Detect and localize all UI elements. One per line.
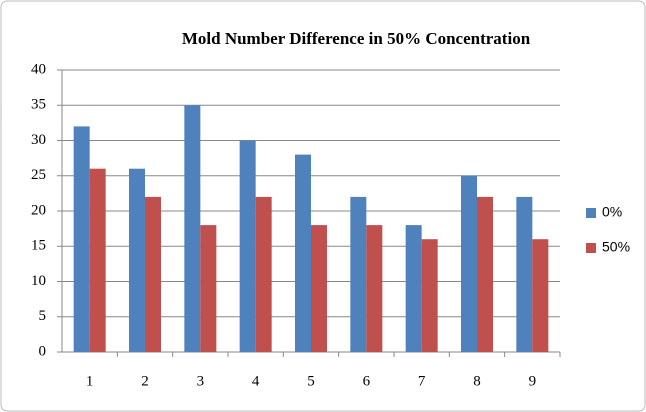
bar (239, 140, 256, 352)
bar (129, 168, 145, 352)
y-tick-label: 20 (31, 202, 46, 218)
bar (184, 105, 201, 352)
legend-label: 50% (602, 239, 630, 255)
bar (73, 126, 90, 353)
bar (532, 239, 549, 352)
legend-swatch (586, 243, 596, 253)
bar (477, 196, 493, 352)
x-tick-label: 2 (141, 373, 149, 389)
bar (421, 239, 438, 352)
y-tick-label: 15 (31, 238, 46, 254)
chart-title: Mold Number Difference in 50% Concentrat… (182, 29, 531, 48)
x-tick-label: 3 (197, 373, 205, 389)
x-tick-label: 4 (252, 373, 260, 389)
y-tick-label: 30 (31, 132, 46, 148)
bar (516, 196, 533, 352)
x-tick-label: 5 (307, 373, 315, 389)
x-tick-label: 8 (473, 373, 481, 389)
bar (350, 196, 367, 352)
x-tick-label: 7 (418, 373, 426, 389)
legend-swatch (586, 208, 596, 218)
bar (295, 154, 311, 352)
bar (255, 196, 272, 352)
y-tick-label: 10 (31, 273, 46, 289)
bar (405, 225, 422, 352)
bar (200, 225, 217, 352)
y-tick-label: 25 (31, 167, 46, 183)
y-tick-label: 35 (31, 97, 46, 113)
bar (311, 225, 327, 352)
x-tick-label: 6 (363, 373, 371, 389)
legend-label: 0% (602, 204, 622, 220)
y-tick-label: 0 (39, 343, 47, 359)
bar (461, 175, 477, 352)
y-tick-label: 5 (39, 308, 47, 324)
bar (145, 196, 161, 352)
y-tick-label: 40 (31, 61, 46, 77)
bar (366, 225, 383, 352)
x-tick-label: 1 (86, 373, 94, 389)
x-tick-label: 9 (529, 373, 537, 389)
bar (89, 168, 106, 352)
